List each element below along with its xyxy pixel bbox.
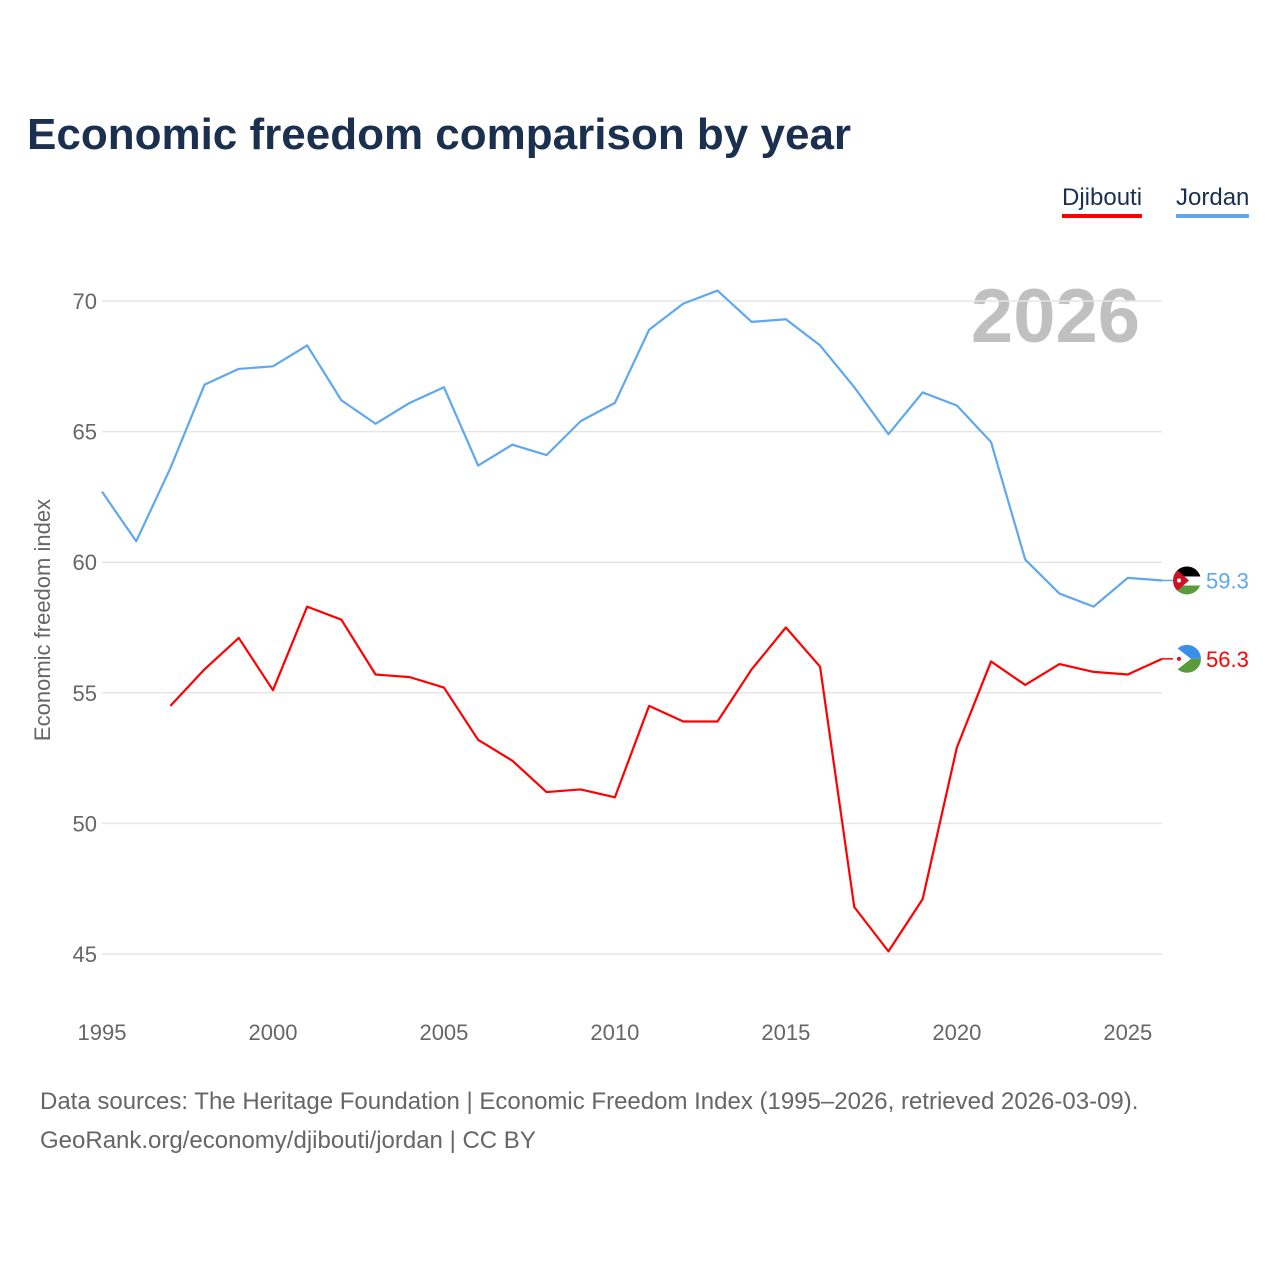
flag-stripe [1173, 585, 1201, 595]
y-tick-label: 50 [73, 811, 97, 836]
y-tick-label: 65 [73, 420, 97, 445]
flag-star [1177, 656, 1181, 661]
flag-star [1177, 578, 1181, 583]
y-axis-label: Economic freedom index [30, 499, 55, 741]
flag-stripe [1173, 566, 1201, 577]
x-tick-label: 2015 [761, 1020, 810, 1045]
flag-djibouti-icon [1173, 644, 1201, 673]
source-line-1: Data sources: The Heritage Foundation | … [40, 1088, 1139, 1115]
y-tick-label: 60 [73, 550, 97, 575]
y-tick-label: 70 [73, 289, 97, 314]
legend-jordan[interactable]: Jordan [1176, 184, 1250, 218]
year-watermark: 2026 [971, 274, 1140, 359]
x-tick-label: 1995 [78, 1020, 127, 1045]
y-tick-label: 55 [73, 681, 97, 706]
series-line-jordan [101, 289, 1163, 608]
x-tick-label: 2020 [932, 1020, 981, 1045]
x-tick-label: 2010 [590, 1020, 639, 1045]
flag-body [1173, 566, 1201, 595]
x-tick-label: 2000 [248, 1020, 297, 1045]
x-tick-label: 2005 [419, 1020, 468, 1045]
source-line-2: GeoRank.org/economy/djibouti/jordan | CC… [40, 1127, 536, 1154]
flag-body [1173, 644, 1201, 673]
flag-triangle [1173, 644, 1191, 673]
chart-title: Economic freedom comparison by year [27, 110, 852, 159]
x-tick-label: 2025 [1103, 1020, 1152, 1045]
legend-djibouti[interactable]: Djibouti [1062, 184, 1143, 218]
end-value-label-jordan: 59.3 [1206, 568, 1249, 593]
flag-jordan-icon [1173, 566, 1201, 595]
y-tick-label: 45 [73, 942, 97, 967]
end-value-label-djibouti: 56.3 [1206, 647, 1249, 672]
series-line-djibouti [169, 605, 1163, 953]
